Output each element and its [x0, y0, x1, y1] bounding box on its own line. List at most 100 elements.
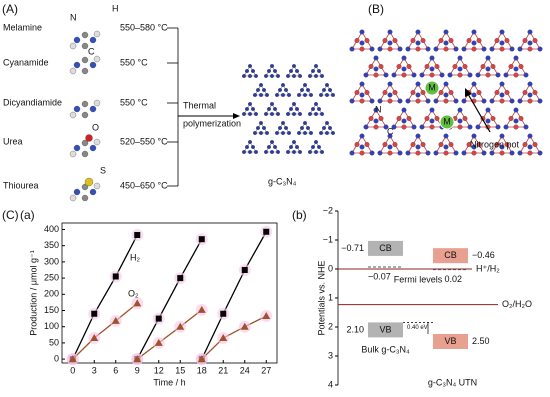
marker: [198, 236, 205, 243]
atom: [424, 64, 430, 69]
atom: [359, 81, 365, 87]
atom: [359, 98, 365, 104]
atom: [453, 150, 459, 156]
atom: [245, 145, 249, 149]
band-box: [433, 334, 468, 349]
atom: [527, 133, 533, 139]
atom: [369, 98, 375, 104]
atom: [254, 150, 258, 154]
atom: [93, 138, 101, 146]
atom: [308, 112, 312, 116]
y-tick-label: 3: [328, 350, 333, 360]
atom: [509, 98, 515, 104]
atom: [485, 55, 491, 61]
atom: [522, 38, 528, 43]
atom: [527, 29, 533, 35]
atom: [471, 144, 477, 150]
band-box: [368, 322, 403, 338]
metal-site: [439, 114, 455, 130]
marker: [155, 315, 162, 322]
atom: [405, 98, 411, 104]
atom: [89, 105, 97, 113]
atom: [387, 92, 393, 98]
atom: [259, 121, 263, 125]
atom: [457, 72, 463, 78]
atom: [495, 72, 501, 78]
atom: [314, 140, 318, 144]
x-tick-label: 3: [92, 365, 97, 375]
x-tick-label: 6: [113, 365, 118, 375]
atom: [300, 88, 304, 92]
atom: [278, 126, 282, 130]
atom: [397, 46, 403, 52]
atom: [359, 46, 365, 52]
atom: [69, 42, 77, 50]
atom: [499, 81, 505, 87]
atom: [320, 74, 324, 78]
atom: [517, 46, 523, 52]
atom: [471, 81, 477, 87]
atom: [292, 140, 296, 144]
atom: [248, 102, 252, 106]
atom: [527, 46, 533, 52]
atom: [433, 150, 439, 156]
atom: [267, 107, 271, 111]
atom: [373, 107, 379, 113]
atom: [349, 46, 355, 52]
atom: [369, 150, 375, 156]
marker: [134, 231, 141, 238]
marker: [240, 322, 249, 330]
atom: [495, 124, 501, 130]
y-tick-label: 400: [44, 224, 59, 234]
temperature: 450–650 °C: [120, 180, 168, 190]
atom: [89, 61, 97, 69]
atom: [245, 107, 249, 111]
atom: [270, 74, 274, 78]
y-axis-label: Potentials vs. NHE: [316, 260, 326, 335]
metal-label: M: [428, 82, 436, 92]
atom: [378, 116, 384, 121]
atom: [429, 118, 435, 124]
band-name: CB: [444, 250, 457, 260]
atom: [425, 150, 431, 156]
atom: [314, 112, 318, 116]
temperature: 550 °C: [120, 57, 148, 67]
atom: [81, 67, 89, 75]
atom: [378, 64, 384, 69]
atom: [522, 142, 528, 147]
atom: [457, 107, 463, 113]
atom: [382, 142, 388, 147]
temperature: 550–580 °C: [120, 22, 168, 32]
atom: [387, 46, 393, 52]
atom: [489, 98, 495, 104]
atom: [481, 46, 487, 52]
atom: [284, 126, 288, 130]
atom: [494, 142, 500, 147]
marker: [197, 305, 206, 313]
atom: [471, 92, 477, 98]
atom: [270, 140, 274, 144]
atom: [292, 112, 296, 116]
atom: [359, 29, 365, 35]
atom: [259, 131, 263, 135]
process-label: Thermal: [183, 100, 216, 110]
atom: [84, 177, 94, 187]
material-name: g-C₃N₄ UTN: [428, 377, 477, 387]
atom: [499, 40, 505, 46]
marker: [176, 322, 185, 330]
atom: [265, 93, 269, 97]
atom: [331, 131, 335, 135]
precursor-name: Thiourea: [3, 180, 39, 190]
atom: [438, 142, 444, 147]
atom: [504, 38, 510, 43]
atom: [513, 55, 519, 61]
material-name: Bulk g-C₃N₄: [361, 344, 410, 354]
atom: [85, 134, 93, 142]
atom: [453, 46, 459, 52]
marker: [90, 334, 99, 342]
marker: [220, 310, 227, 317]
atom: [81, 111, 89, 119]
atom: [443, 144, 449, 150]
atom: [401, 118, 407, 124]
atom: [267, 69, 271, 73]
